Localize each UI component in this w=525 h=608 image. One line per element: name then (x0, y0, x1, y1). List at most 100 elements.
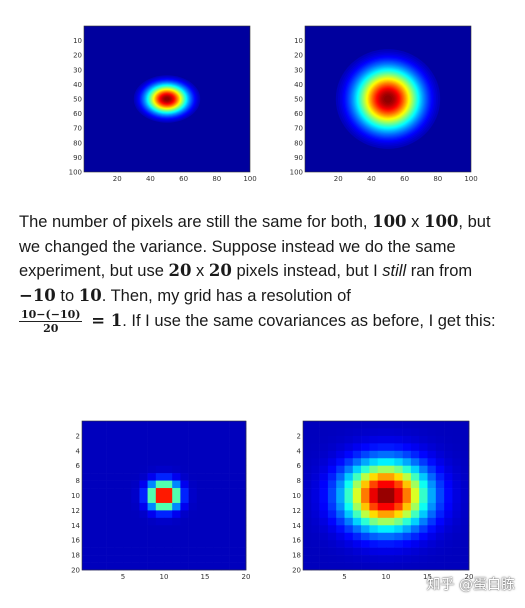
heatmap-cell (403, 533, 412, 541)
heatmap-cell (189, 503, 198, 511)
heatmap-cell (115, 473, 124, 481)
y-tick-label: 50 (73, 96, 82, 104)
heatmap-cell (411, 428, 420, 436)
heatmap-cell (419, 510, 428, 518)
heatmap-cell (164, 503, 173, 511)
heatmap-cell (461, 443, 470, 451)
heatmap-cell (156, 473, 165, 481)
heatmap-cell (452, 451, 461, 459)
heatmap-cell (336, 533, 345, 541)
heatmap-cell (148, 466, 157, 474)
heatmap-cell (197, 496, 206, 504)
heatmap-cell (394, 473, 403, 481)
y-tick-label: 4 (297, 447, 302, 455)
heatmap-cell (90, 473, 99, 481)
y-tick-label: 2 (297, 432, 301, 440)
heatmap-cell (419, 525, 428, 533)
heatmap-cell (345, 563, 354, 571)
heatmap-cell (353, 443, 362, 451)
heatmap-cell (197, 466, 206, 474)
heatmap-cell (238, 533, 247, 541)
heatmap-cell (361, 555, 370, 563)
heatmap-cell (403, 473, 412, 481)
heatmap-cell (107, 510, 116, 518)
heatmap-cell (461, 540, 470, 548)
heatmap-cell (320, 525, 329, 533)
heatmap-cell (461, 503, 470, 511)
heatmap-cell (428, 518, 437, 526)
heatmap-cell (213, 518, 222, 526)
heatmap-cell (436, 525, 445, 533)
heatmap-cell (353, 555, 362, 563)
heatmap-cell (320, 548, 329, 556)
heatmap-cell (213, 496, 222, 504)
heatmap-cell (378, 488, 387, 496)
heatmap-cell (444, 525, 453, 533)
y-tick-label: 80 (294, 139, 303, 147)
heatmap-cell (303, 458, 312, 466)
heatmap-cell (444, 548, 453, 556)
heatmap-cell (221, 540, 230, 548)
y-tick-label: 70 (294, 125, 303, 133)
heatmap-cell (115, 496, 124, 504)
heatmap-cell (180, 533, 189, 541)
y-tick-label: 100 (290, 169, 303, 177)
heatmap-cell (328, 510, 337, 518)
heatmap-cell (378, 481, 387, 489)
heatmap-cell (428, 540, 437, 548)
heatmap-cell (361, 496, 370, 504)
heatmap-cell (320, 428, 329, 436)
heatmap-cell (115, 555, 124, 563)
heatmap-cell (221, 510, 230, 518)
heatmap-cell (230, 428, 239, 436)
heatmap-cell (369, 466, 378, 474)
heatmap-cell (230, 540, 239, 548)
heatmap-cell (444, 555, 453, 563)
heatmap-cell (353, 466, 362, 474)
heatmap-cell (131, 555, 140, 563)
x-tick-label: 60 (400, 175, 409, 183)
heatmap-cell (361, 533, 370, 541)
heatmap-cell (90, 458, 99, 466)
heatmap-cell (403, 451, 412, 459)
heatmap-cell (361, 436, 370, 444)
heatmap-cell (444, 540, 453, 548)
figure-top-left: 10 20 30 40 50 60 70 80 90 100 20 40 60 80 100 (70, 22, 250, 182)
heatmap-cell (452, 510, 461, 518)
heatmap-cell (107, 503, 116, 511)
heatmap-cell (123, 436, 132, 444)
heatmap-cell (320, 563, 329, 571)
figure-bottom-right: 2 4 6 8 10 12 14 16 18 20 5 10 15 20 (284, 415, 469, 585)
heatmap-cell (115, 466, 124, 474)
heatmap-cell (386, 466, 395, 474)
heatmap-cell (386, 421, 395, 429)
heatmap-cell (345, 451, 354, 459)
heatmap-cell (311, 428, 320, 436)
heatmap-cell (394, 540, 403, 548)
heatmap-cell (98, 563, 107, 571)
heatmap-cell (123, 428, 132, 436)
heatmap-cell (320, 540, 329, 548)
heatmap-cell (345, 518, 354, 526)
heatmap-cell (123, 421, 132, 429)
text-x: x (191, 262, 208, 280)
heatmap-cell (180, 503, 189, 511)
heatmap-cell (221, 496, 230, 504)
heatmap-cell (428, 436, 437, 444)
heatmap-cell (361, 466, 370, 474)
heatmap-cell (98, 503, 107, 511)
heatmap-cell (452, 436, 461, 444)
heatmap-cell (107, 548, 116, 556)
text-run: The number of pixels are still the same … (19, 213, 372, 231)
heatmap-cell (328, 488, 337, 496)
heatmap-cell (98, 488, 107, 496)
heatmap-cell (345, 481, 354, 489)
heatmap-cell (156, 428, 165, 436)
heatmap-cell (436, 503, 445, 511)
heatmap-cell (205, 473, 214, 481)
heatmap-cell (189, 488, 198, 496)
heatmap-cell (123, 563, 132, 571)
heatmap-cell (230, 436, 239, 444)
heatmap-cell (419, 458, 428, 466)
heatmap-cell (148, 473, 157, 481)
